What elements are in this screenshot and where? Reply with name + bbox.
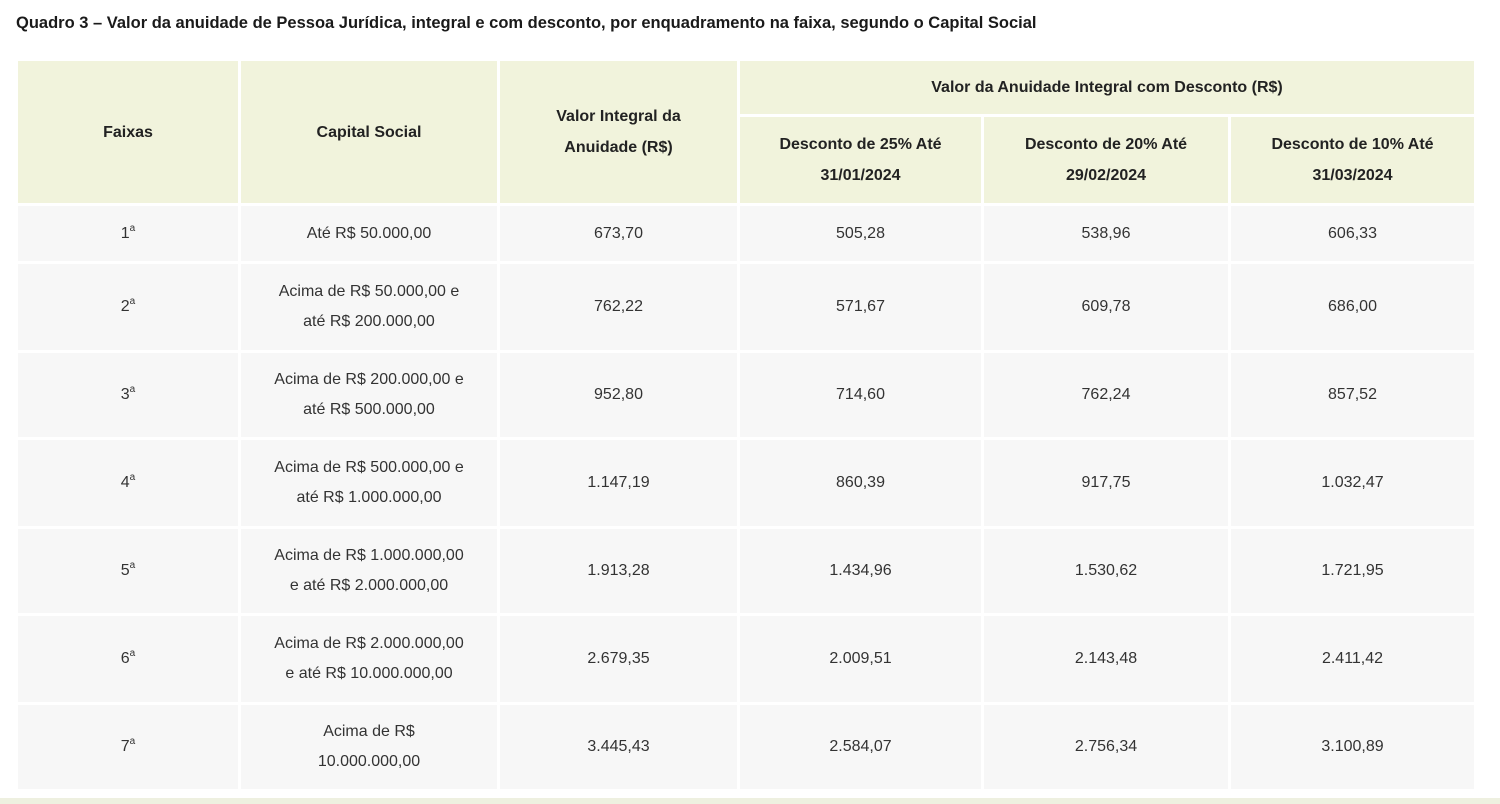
cell-desconto-10: 2.411,42 (1231, 616, 1475, 702)
table-title: Quadro 3 – Valor da anuidade de Pessoa J… (16, 14, 1037, 32)
cell-desconto-10: 1.721,95 (1231, 529, 1475, 613)
cell-desconto-20: 917,75 (984, 440, 1228, 526)
cell-valor-integral: 3.445,43 (500, 705, 737, 789)
cell-desconto-25: 571,67 (740, 264, 981, 350)
cell-valor-integral: 1.147,19 (500, 440, 737, 526)
table-row: 4a Acima de R$ 500.000,00 e até R$ 1.000.0… (18, 440, 1475, 526)
header-valor-integral: Valor Integral da Anuidade (R$) (500, 61, 737, 203)
cell-desconto-20: 609,78 (984, 264, 1228, 350)
cell-valor-integral: 762,22 (500, 264, 737, 350)
cell-faixa: 6a (18, 616, 238, 702)
cell-capital-social: Acima de R$ 1.000.000,00 e até R$ 2.000.0… (241, 529, 497, 613)
cell-faixa: 4a (18, 440, 238, 526)
table-row: 7a Acima de R$ 10.000.000,00 3.445,43 2.584,… (18, 705, 1475, 789)
cell-faixa: 7a (18, 705, 238, 789)
table-header: Faixas Capital Social Valor Integral da A… (18, 61, 1475, 203)
cell-desconto-10: 686,00 (1231, 264, 1475, 350)
cell-valor-integral: 2.679,35 (500, 616, 737, 702)
cell-faixa: 2a (18, 264, 238, 350)
header-desconto-25: Desconto de 25% Até 31/01/2024 (740, 117, 981, 203)
cell-capital-social: Até R$ 50.000,00 (241, 206, 497, 261)
cell-capital-social: Acima de R$ 500.000,00 e até R$ 1.000.000… (241, 440, 497, 526)
cell-desconto-10: 1.032,47 (1231, 440, 1475, 526)
table-body: 1a Até R$ 50.000,00 673,70 505,28 538,96 606,… (18, 206, 1475, 789)
cell-desconto-20: 538,96 (984, 206, 1228, 261)
cell-desconto-10: 3.100,89 (1231, 705, 1475, 789)
header-desconto-20: Desconto de 20% Até 29/02/2024 (984, 117, 1228, 203)
cell-faixa: 5a (18, 529, 238, 613)
cell-valor-integral: 673,70 (500, 206, 737, 261)
table-row: 5a Acima de R$ 1.000.000,00 e até R$ 2.000… (18, 529, 1475, 613)
cell-desconto-20: 762,24 (984, 353, 1228, 437)
table-row: 1a Até R$ 50.000,00 673,70 505,28 538,96 606,… (18, 206, 1475, 261)
table-row: 2a Acima de R$ 50.000,00 e até R$ 200.000,… (18, 264, 1475, 350)
cell-desconto-25: 1.434,96 (740, 529, 981, 613)
cell-faixa: 1a (18, 206, 238, 261)
anuidade-table: Faixas Capital Social Valor Integral da A… (15, 58, 1477, 792)
cell-desconto-20: 1.530,62 (984, 529, 1228, 613)
cell-capital-social: Acima de R$ 200.000,00 e até R$ 500.000,0… (241, 353, 497, 437)
cell-desconto-25: 714,60 (740, 353, 981, 437)
cell-desconto-10: 606,33 (1231, 206, 1475, 261)
cell-desconto-20: 2.756,34 (984, 705, 1228, 789)
header-faixas: Faixas (18, 61, 238, 203)
cell-desconto-20: 2.143,48 (984, 616, 1228, 702)
cell-desconto-25: 2.009,51 (740, 616, 981, 702)
header-desconto-10: Desconto de 10% Até 31/03/2024 (1231, 117, 1475, 203)
cell-valor-integral: 952,80 (500, 353, 737, 437)
bottom-divider (0, 798, 1500, 804)
cell-valor-integral: 1.913,28 (500, 529, 737, 613)
cell-desconto-25: 505,28 (740, 206, 981, 261)
cell-capital-social: Acima de R$ 50.000,00 e até R$ 200.000,00 (241, 264, 497, 350)
cell-faixa: 3a (18, 353, 238, 437)
cell-capital-social: Acima de R$ 2.000.000,00 e até R$ 10.000.… (241, 616, 497, 702)
header-capital-social: Capital Social (241, 61, 497, 203)
cell-desconto-25: 2.584,07 (740, 705, 981, 789)
cell-desconto-10: 857,52 (1231, 353, 1475, 437)
cell-capital-social: Acima de R$ 10.000.000,00 (241, 705, 497, 789)
table-row: 3a Acima de R$ 200.000,00 e até R$ 500.000… (18, 353, 1475, 437)
cell-desconto-25: 860,39 (740, 440, 981, 526)
table-row: 6a Acima de R$ 2.000.000,00 e até R$ 10.00… (18, 616, 1475, 702)
header-group-desconto: Valor da Anuidade Integral com Desconto … (740, 61, 1475, 114)
